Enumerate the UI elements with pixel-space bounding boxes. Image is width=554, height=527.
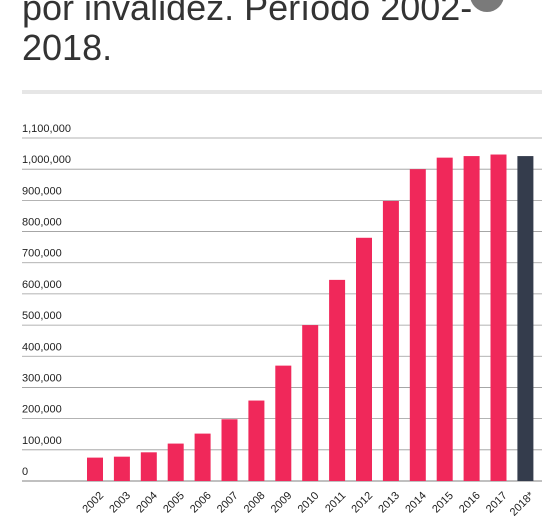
bar-2009 [275,365,292,481]
x-tick-label: 2014 [403,490,429,516]
chart-title: por invalidez. Período 2002- 2018. [22,0,522,68]
bar-2010 [302,325,319,481]
x-tick-label: 2017 [484,490,510,516]
bar-2007 [221,419,238,481]
bar-2013 [382,200,399,481]
x-tick-label: 2015 [430,490,456,516]
bar-2018-est [517,156,534,481]
title-divider [22,90,542,94]
x-tick-label: 2013 [376,490,402,516]
title-line-2: 2018. [22,27,113,68]
bar-2003 [113,456,130,481]
bar-2011 [329,279,346,481]
y-tick-label: 1,100,000 [22,123,71,135]
y-tick-label: 300,000 [22,372,62,384]
x-tick-label: 2016 [457,490,483,516]
bar-2016 [463,156,480,481]
gridlines [22,137,542,482]
bar-2015 [436,157,453,482]
y-axis-ticks: 0 100,000 200,000 300,000 400,000 500,000 600,… [22,123,71,478]
y-tick-label: 200,000 [22,404,62,416]
title-line-1: por invalidez. Período 2002- [22,0,473,28]
y-tick-label: 400,000 [22,341,62,353]
x-tick-label: 2010 [296,490,322,516]
x-tick-label: 2004 [134,490,160,516]
x-tick-label: 2005 [161,490,187,516]
x-tick-label: 2007 [215,490,241,516]
x-tick-label: 2002 [80,490,106,516]
y-tick-label: 600,000 [22,279,62,291]
x-tick-label: 2003 [107,490,133,516]
y-tick-label: 1,000,000 [22,154,71,166]
bar-2006 [194,433,211,481]
bar-2017 [490,154,507,481]
y-tick-label: 0 [22,466,28,478]
y-tick-label: 700,000 [22,248,62,260]
y-tick-label: 500,000 [22,310,62,322]
y-tick-label: 900,000 [22,185,62,197]
bar-2008 [248,400,265,481]
x-tick-label: 2008 [242,490,268,516]
bar-2002 [87,457,103,481]
bar-2004 [140,452,157,481]
x-tick-label: 2012 [349,490,375,516]
floating-action-button[interactable] [470,0,504,12]
x-tick-label: 2009 [269,490,295,516]
x-axis-ticks: 2002 2003 2004 2005 2006 2007 2008 2009 2010 2011… [80,489,537,518]
bar-2012 [356,237,372,481]
bar-2005 [167,443,184,481]
y-tick-label: 800,000 [22,217,62,229]
x-tick-label: 2011 [323,490,348,515]
y-tick-label: 100,000 [22,435,62,447]
x-tick-label: 2018* [508,489,537,518]
x-tick-label: 2006 [188,490,214,516]
bars [87,154,534,482]
bar-2014 [409,169,426,481]
